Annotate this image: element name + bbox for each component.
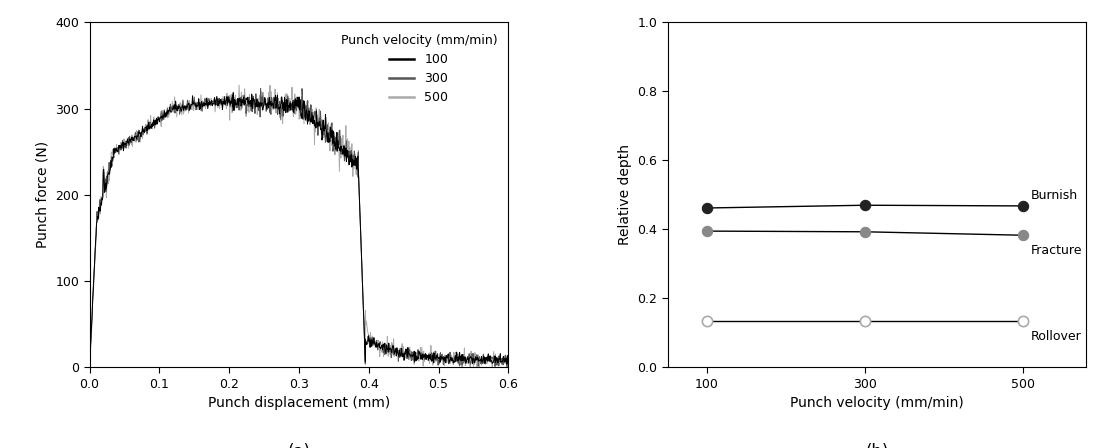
Point: [698, 204, 716, 211]
Point: [698, 228, 716, 235]
Point: [1015, 202, 1033, 210]
Text: Burnish: Burnish: [1032, 189, 1079, 202]
Point: [1015, 317, 1033, 324]
Point: [698, 317, 716, 324]
Point: [1015, 232, 1033, 239]
Y-axis label: Punch force (N): Punch force (N): [36, 141, 49, 249]
Point: [856, 228, 874, 235]
X-axis label: Punch displacement (mm): Punch displacement (mm): [208, 396, 390, 410]
Text: Rollover: Rollover: [1032, 330, 1082, 343]
Text: (a): (a): [288, 443, 310, 448]
Text: Fracture: Fracture: [1032, 244, 1083, 257]
Text: (b): (b): [866, 443, 888, 448]
Point: [856, 202, 874, 209]
Y-axis label: Relative depth: Relative depth: [617, 144, 632, 246]
Legend: 100, 300, 500: 100, 300, 500: [336, 29, 502, 109]
X-axis label: Punch velocity (mm/min): Punch velocity (mm/min): [790, 396, 964, 410]
Point: [856, 317, 874, 324]
